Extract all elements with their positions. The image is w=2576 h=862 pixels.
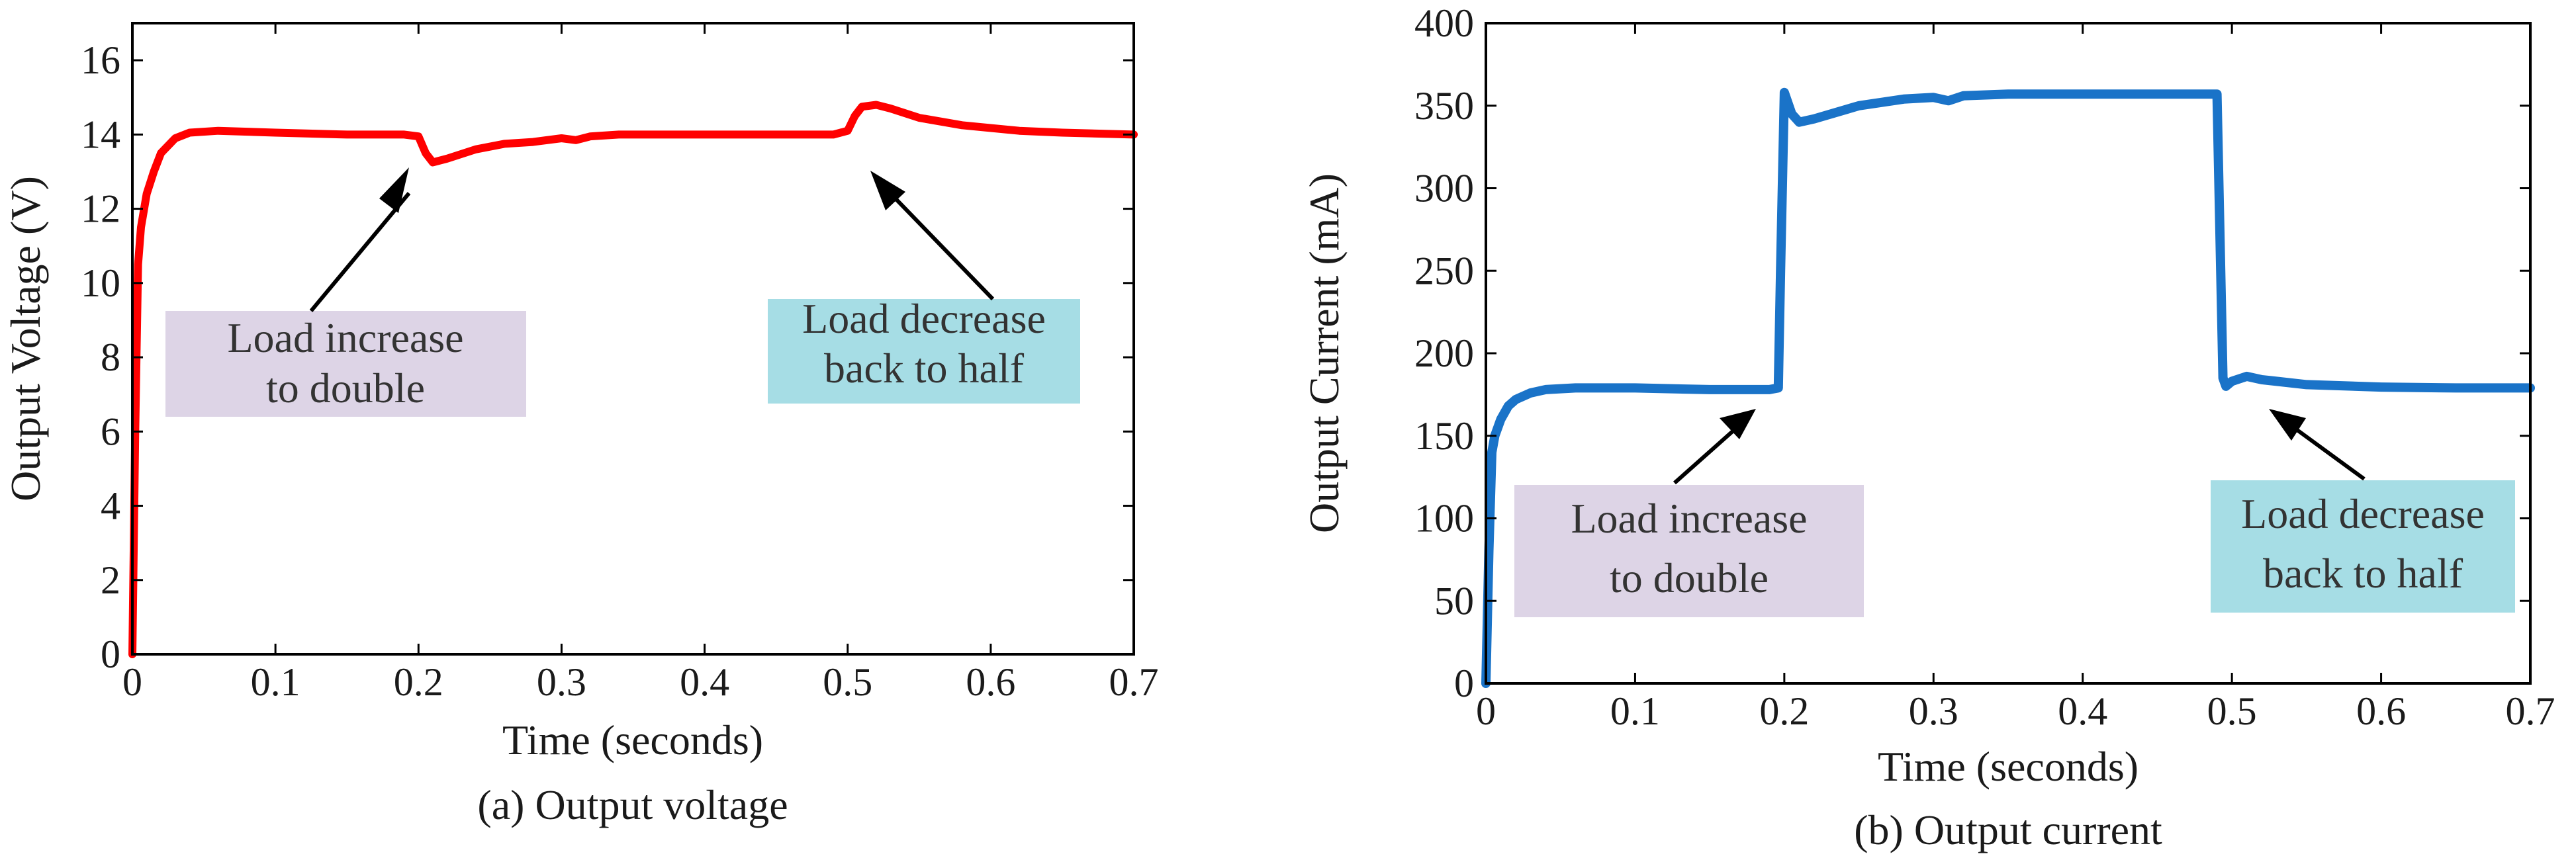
y-tick-label: 250 bbox=[1414, 249, 1474, 292]
x-tick-label: 0.3 bbox=[1909, 689, 1958, 733]
y-axis-label: Output Current (mA) bbox=[1301, 173, 1348, 533]
y-tick-label: 400 bbox=[1414, 1, 1474, 45]
x-tick-label: 0.5 bbox=[2207, 689, 2257, 733]
plot-area-frame bbox=[131, 22, 1135, 656]
annotation-line: to double bbox=[1610, 554, 1769, 601]
x-tick-label: 0.7 bbox=[2506, 689, 2555, 733]
x-tick-label: 0.1 bbox=[1610, 689, 1660, 733]
x-tick-label: 0.2 bbox=[394, 660, 443, 704]
annotation-box-load-increase bbox=[1514, 485, 1864, 617]
y-tick-label: 8 bbox=[101, 335, 120, 379]
y-tick-label: 14 bbox=[81, 112, 120, 156]
voltage-chart-panel: Load increase to double Load decrease ba… bbox=[2, 22, 1159, 828]
y-tick-label: 300 bbox=[1414, 167, 1474, 210]
annotation-line: back to half bbox=[824, 345, 1025, 392]
x-tick-label: 0.6 bbox=[2356, 689, 2406, 733]
x-tick-label: 0.4 bbox=[2058, 689, 2107, 733]
x-tick-label: 0 bbox=[122, 660, 142, 704]
y-tick-label: 16 bbox=[81, 38, 120, 82]
y-tick-label: 100 bbox=[1414, 497, 1474, 540]
x-tick-label: 0.1 bbox=[251, 660, 300, 704]
x-axis: 0 0.1 0.2 0.3 0.4 0.5 0.6 0.7 bbox=[122, 23, 1159, 704]
y-tick-label: 2 bbox=[101, 558, 120, 602]
x-tick-label: 0.3 bbox=[537, 660, 586, 704]
arrowhead bbox=[870, 171, 905, 210]
annotation-box-load-decrease bbox=[768, 299, 1080, 404]
current-chart-panel: Load increase to double Load decrease ba… bbox=[1301, 1, 2555, 853]
y-tick-label: 0 bbox=[101, 632, 120, 676]
annotation-line: Load decrease bbox=[2241, 490, 2485, 537]
annotation-line: Load decrease bbox=[802, 295, 1046, 342]
annotation-arrow-load-decrease bbox=[2294, 427, 2366, 481]
arrowhead bbox=[1720, 409, 1756, 439]
annotation-arrow-load-decrease bbox=[888, 191, 995, 301]
x-axis-label: Time (seconds) bbox=[502, 716, 763, 763]
series-line-output-current bbox=[1481, 87, 2535, 688]
annotation-layer: Load increase to double Load decrease ba… bbox=[1514, 409, 2515, 617]
annotation-box-load-decrease bbox=[2211, 480, 2515, 613]
x-tick-label: 0.6 bbox=[966, 660, 1015, 704]
annotation-line: Load increase bbox=[227, 314, 463, 361]
y-tick-label: 6 bbox=[101, 409, 120, 453]
annotation-box-load-increase bbox=[165, 311, 526, 417]
annotation-arrow-load-increase bbox=[1673, 428, 1735, 485]
annotation-line: to double bbox=[266, 365, 425, 411]
x-tick-label: 0.4 bbox=[680, 660, 729, 704]
x-tick-label: 0.5 bbox=[823, 660, 872, 704]
annotation-arrow-load-increase bbox=[309, 192, 411, 312]
series-line-output-voltage bbox=[128, 101, 1138, 658]
annotation-line: Load increase bbox=[1571, 495, 1807, 542]
annotation-layer: Load increase to double Load decrease ba… bbox=[165, 167, 1080, 417]
panel-caption: (a) Output voltage bbox=[477, 781, 788, 828]
annotation-line: back to half bbox=[2263, 550, 2463, 597]
y-tick-label: 0 bbox=[1454, 662, 1474, 705]
panel-caption: (b) Output current bbox=[1854, 806, 2162, 853]
y-tick-label: 150 bbox=[1414, 414, 1474, 458]
arrowhead bbox=[2269, 409, 2306, 441]
y-tick-label: 10 bbox=[81, 261, 120, 305]
y-tick-label: 4 bbox=[101, 484, 120, 528]
arrowhead bbox=[379, 167, 409, 213]
x-tick-label: 0 bbox=[1476, 689, 1496, 733]
x-tick-label: 0.2 bbox=[1759, 689, 1809, 733]
x-axis-label: Time (seconds) bbox=[1878, 743, 2139, 790]
y-axis: 0 2 4 6 8 10 12 14 16 bbox=[81, 38, 1134, 676]
x-axis: 0 0.1 0.2 0.3 0.4 0.5 0.6 0.7 bbox=[1476, 23, 2555, 733]
y-axis: 0 50 100 150 200 250 300 350 400 bbox=[1414, 1, 2530, 705]
y-axis-label: Output Voltage (V) bbox=[2, 176, 49, 501]
y-tick-label: 12 bbox=[81, 187, 120, 231]
y-tick-label: 200 bbox=[1414, 331, 1474, 375]
x-tick-label: 0.7 bbox=[1109, 660, 1159, 704]
y-tick-label: 350 bbox=[1414, 84, 1474, 128]
y-tick-label: 50 bbox=[1434, 579, 1474, 623]
